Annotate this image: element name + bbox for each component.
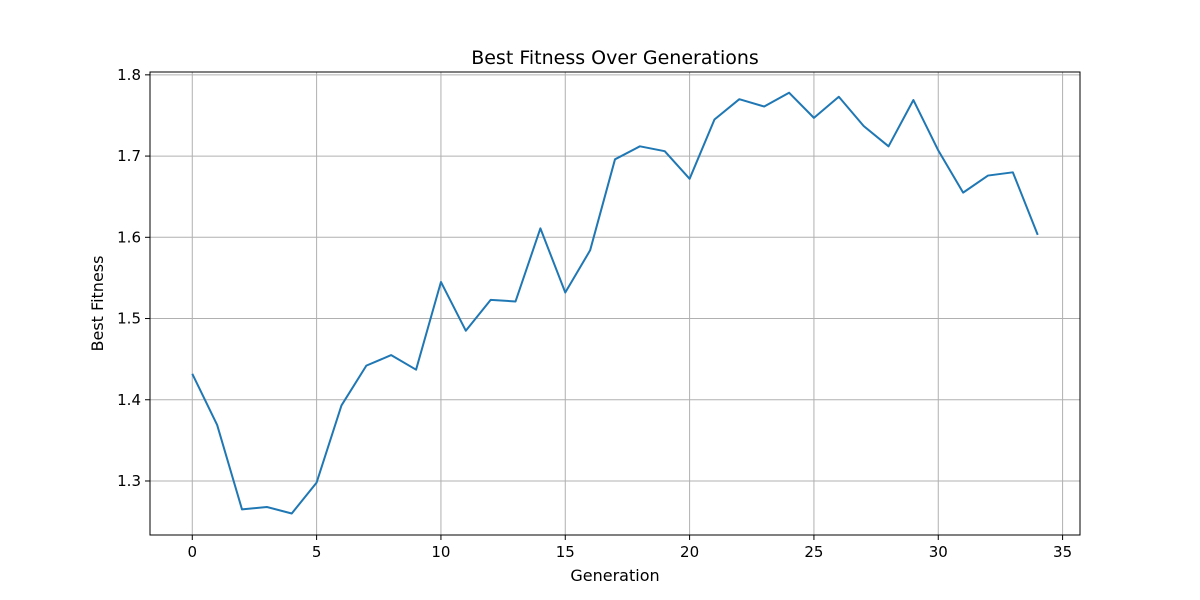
chart-title: Best Fitness Over Generations: [471, 47, 759, 69]
x-tick-label: 25: [804, 543, 823, 561]
y-axis-label: Best Fitness: [88, 256, 107, 352]
x-tick-label: 20: [680, 543, 699, 561]
y-tick-label: 1.4: [117, 391, 141, 409]
series-line: [191, 91, 1039, 515]
y-tick-label: 1.8: [117, 66, 141, 84]
y-tick-label: 1.5: [117, 310, 141, 328]
series-layer: [191, 91, 1039, 515]
x-tick-label: 30: [929, 543, 948, 561]
x-axis-ticks: 0 5 10 15 20 25 30 35: [187, 535, 1072, 561]
plot-frame: [149, 71, 1081, 536]
x-axis-label: Generation: [570, 566, 659, 585]
y-tick-label: 1.7: [117, 147, 141, 165]
grid-lines: [150, 72, 1080, 535]
x-tick-label: 15: [556, 543, 575, 561]
y-tick-label: 1.6: [117, 228, 141, 246]
x-tick-label: 0: [187, 543, 197, 561]
x-tick-label: 35: [1053, 543, 1072, 561]
y-axis-ticks: 1.3 1.4 1.5 1.6 1.7 1.8: [117, 66, 150, 490]
x-tick-label: 5: [312, 543, 322, 561]
y-tick-label: 1.3: [117, 472, 141, 490]
x-tick-label: 10: [431, 543, 450, 561]
